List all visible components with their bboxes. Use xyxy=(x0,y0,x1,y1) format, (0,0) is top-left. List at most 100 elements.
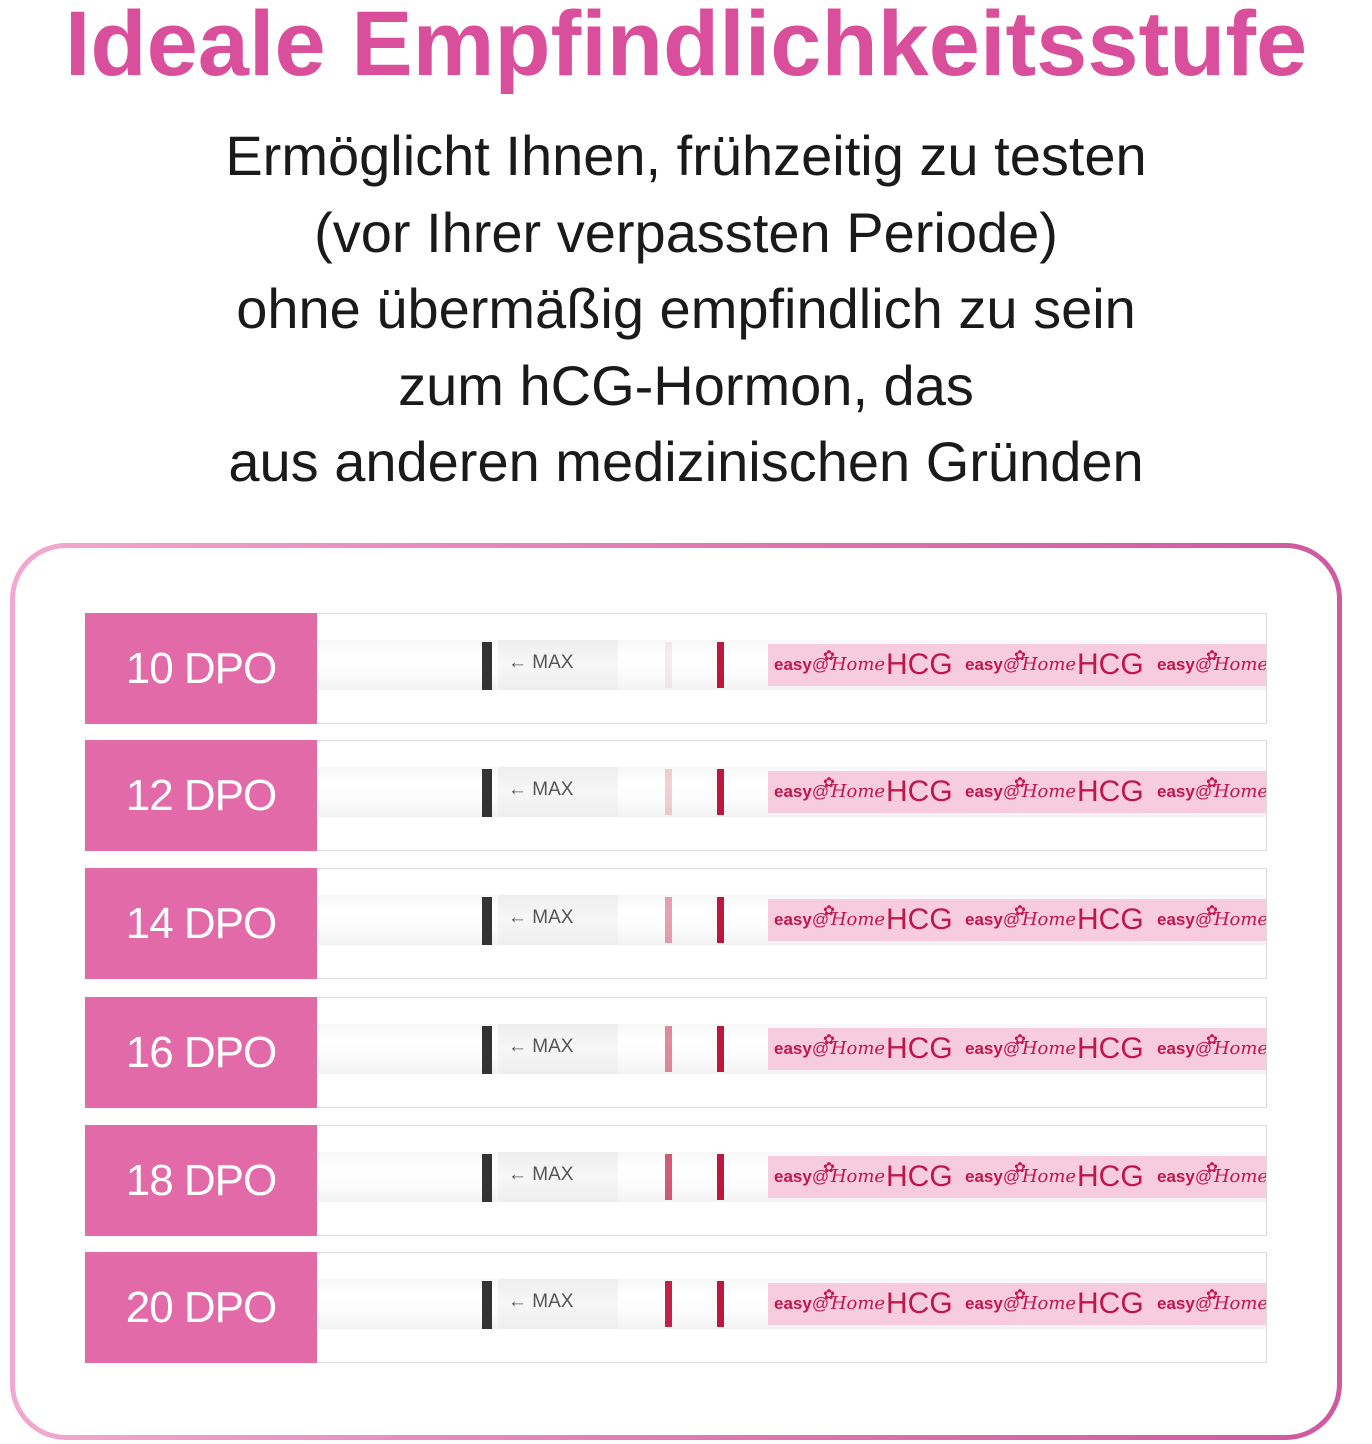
flower-icon: ✿ xyxy=(1014,774,1026,790)
max-zone xyxy=(498,640,618,690)
max-marker-bar xyxy=(482,642,492,690)
logo-easy: easy xyxy=(1157,1167,1195,1186)
logo-home: Home xyxy=(1021,1038,1077,1059)
control-line xyxy=(717,642,724,688)
subtitle-line: ohne übermäßig empfindlich zu sein xyxy=(236,277,1136,340)
logo-easy: easy xyxy=(1157,910,1195,929)
dpo-row: 18 DPO ← MAX easy@✿Home HCG easy@✿Home HCG eas… xyxy=(85,1125,1267,1236)
dpo-label: 18 DPO xyxy=(85,1125,317,1236)
flower-icon: ✿ xyxy=(1206,774,1218,790)
easy-at-home-logo: easy@✿Home xyxy=(965,1028,1076,1070)
logo-home: Home xyxy=(830,1038,886,1059)
dpo-label: 14 DPO xyxy=(85,868,317,979)
logo-at: @ xyxy=(1002,1039,1021,1058)
easy-at-home-logo: easy@✿Home xyxy=(774,1283,885,1325)
dpo-label: 10 DPO xyxy=(85,613,317,724)
brand-hcg: HCG xyxy=(886,1160,953,1193)
control-line xyxy=(717,897,724,943)
logo-at: @ xyxy=(1194,1294,1213,1313)
brand-hcg: HCG xyxy=(1077,1032,1144,1065)
test-strip: ← MAX easy@✿Home HCG easy@✿Home HCG easy@✿Hom… xyxy=(318,895,1266,945)
logo-home: Home xyxy=(1021,781,1077,802)
logo-home: Home xyxy=(1213,909,1266,930)
easy-at-home-logo: easy@✿Home xyxy=(965,1156,1076,1198)
max-marker-bar xyxy=(482,1154,492,1202)
flower-icon: ✿ xyxy=(1206,1031,1218,1047)
easy-at-home-logo: easy@✿Home xyxy=(1157,644,1266,686)
easy-at-home-logo: easy@✿Home xyxy=(774,771,885,813)
max-label: ← MAX xyxy=(508,1291,574,1312)
test-line xyxy=(665,1281,672,1327)
easy-at-home-logo: easy@✿Home xyxy=(1157,1156,1266,1198)
flower-icon: ✿ xyxy=(1014,1031,1026,1047)
page-title: Ideale Empfindlichkeitsstufe xyxy=(64,0,1308,95)
brand-hcg: HCG xyxy=(1077,648,1144,681)
logo-home: Home xyxy=(1213,654,1266,675)
logo-easy: easy xyxy=(965,782,1003,801)
max-label: ← MAX xyxy=(508,907,574,928)
flower-icon: ✿ xyxy=(823,1286,835,1302)
max-marker-bar xyxy=(482,1281,492,1329)
brand-band: easy@✿Home HCG easy@✿Home HCG easy@✿Home xyxy=(768,1283,1266,1325)
max-zone xyxy=(498,1152,618,1202)
logo-easy: easy xyxy=(965,1167,1003,1186)
brand-hcg: HCG xyxy=(886,1287,953,1320)
flower-icon: ✿ xyxy=(823,647,835,663)
flower-icon: ✿ xyxy=(1014,1159,1026,1175)
logo-home: Home xyxy=(830,781,886,802)
flower-icon: ✿ xyxy=(1206,647,1218,663)
easy-at-home-logo: easy@✿Home xyxy=(774,1028,885,1070)
logo-at: @ xyxy=(811,782,830,801)
logo-home: Home xyxy=(1213,1293,1266,1314)
logo-at: @ xyxy=(811,655,830,674)
test-strip: ← MAX easy@✿Home HCG easy@✿Home HCG easy@✿Hom… xyxy=(318,1024,1266,1074)
logo-home: Home xyxy=(1021,654,1077,675)
logo-home: Home xyxy=(1213,1038,1266,1059)
test-line xyxy=(665,769,672,815)
easy-at-home-logo: easy@✿Home xyxy=(1157,899,1266,941)
flower-icon: ✿ xyxy=(1014,647,1026,663)
easy-at-home-logo: easy@✿Home xyxy=(1157,1283,1266,1325)
brand-hcg: HCG xyxy=(1077,775,1144,808)
max-label: ← MAX xyxy=(508,779,574,800)
max-zone xyxy=(498,1279,618,1329)
logo-at: @ xyxy=(1002,782,1021,801)
logo-home: Home xyxy=(830,654,886,675)
logo-easy: easy xyxy=(774,1294,812,1313)
logo-easy: easy xyxy=(965,1039,1003,1058)
logo-at: @ xyxy=(811,1039,830,1058)
control-line xyxy=(717,1281,724,1327)
logo-at: @ xyxy=(1002,1167,1021,1186)
dpo-label: 12 DPO xyxy=(85,740,317,851)
brand-band: easy@✿Home HCG easy@✿Home HCG easy@✿Home xyxy=(768,1028,1266,1070)
easy-at-home-logo: easy@✿Home xyxy=(1157,1028,1266,1070)
brand-band: easy@✿Home HCG easy@✿Home HCG easy@✿Home xyxy=(768,644,1266,686)
max-label: ← MAX xyxy=(508,1164,574,1185)
flower-icon: ✿ xyxy=(1206,1286,1218,1302)
logo-at: @ xyxy=(1194,1039,1213,1058)
logo-at: @ xyxy=(1002,655,1021,674)
dpo-label: 16 DPO xyxy=(85,997,317,1108)
subtitle-line: zum hCG-Hormon, das xyxy=(398,353,974,417)
max-marker-bar xyxy=(482,897,492,945)
logo-easy: easy xyxy=(774,655,812,674)
max-marker-bar xyxy=(482,769,492,817)
max-marker-bar xyxy=(482,1026,492,1074)
max-zone xyxy=(498,1024,618,1074)
flower-icon: ✿ xyxy=(823,774,835,790)
logo-easy: easy xyxy=(1157,1294,1195,1313)
brand-hcg: HCG xyxy=(1077,1160,1144,1193)
test-strip: ← MAX easy@✿Home HCG easy@✿Home HCG easy@✿Hom… xyxy=(318,640,1266,690)
logo-home: Home xyxy=(1021,909,1077,930)
dpo-row: 20 DPO ← MAX easy@✿Home HCG easy@✿Home HCG eas… xyxy=(85,1252,1267,1363)
logo-home: Home xyxy=(830,1293,886,1314)
easy-at-home-logo: easy@✿Home xyxy=(965,644,1076,686)
brand-band: easy@✿Home HCG easy@✿Home HCG easy@✿Home xyxy=(768,771,1266,813)
brand-hcg: HCG xyxy=(1077,1287,1144,1320)
easy-at-home-logo: easy@✿Home xyxy=(774,644,885,686)
test-line xyxy=(665,1026,672,1072)
dpo-label: 20 DPO xyxy=(85,1252,317,1363)
logo-easy: easy xyxy=(1157,655,1195,674)
brand-hcg: HCG xyxy=(886,648,953,681)
dpo-row: 14 DPO ← MAX easy@✿Home HCG easy@✿Home HCG eas… xyxy=(85,868,1267,979)
